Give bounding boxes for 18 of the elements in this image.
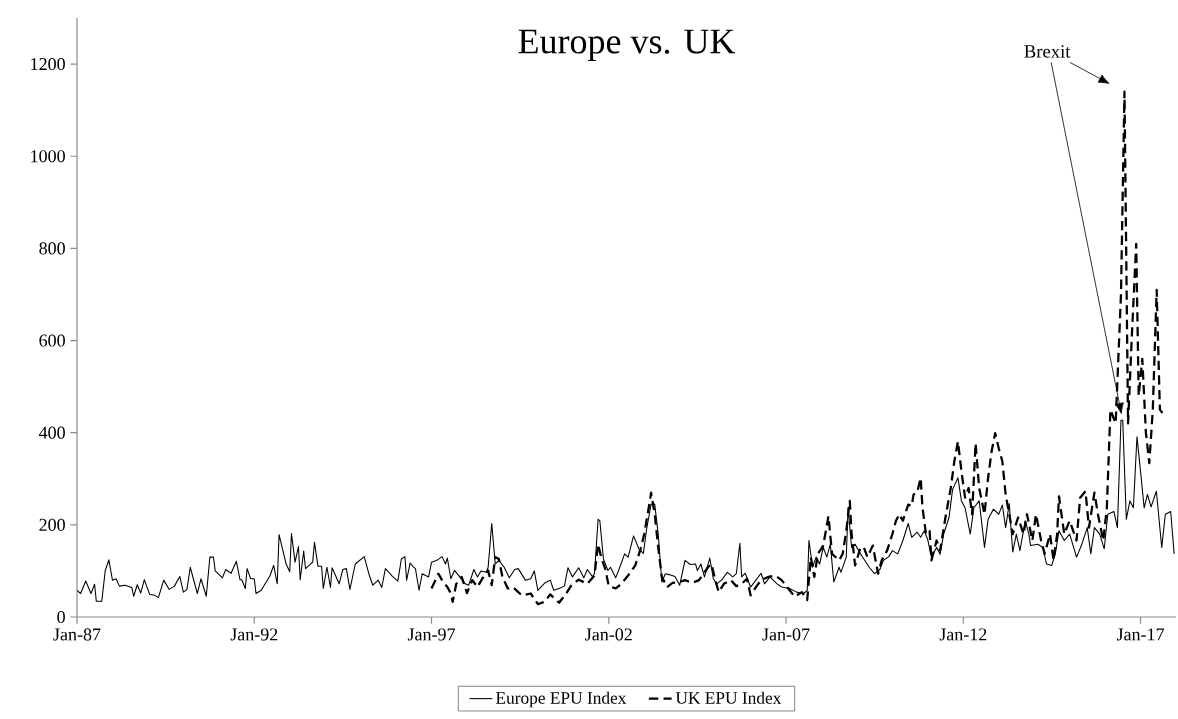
x-tick-label: Jan-12 bbox=[939, 628, 987, 641]
y-tick-label: 0 bbox=[57, 610, 65, 624]
annotation: Brexit bbox=[1024, 45, 1071, 58]
x-tick-label: Jan-02 bbox=[585, 628, 632, 641]
legend-label: UK EPU Index bbox=[675, 691, 782, 704]
x-tick-label: Jan-87 bbox=[53, 628, 101, 641]
y-tick-label: 400 bbox=[38, 426, 65, 439]
y-tick-label: 800 bbox=[39, 242, 65, 255]
y-tick-label: 1000 bbox=[31, 150, 65, 163]
x-tick-label: Jan-07 bbox=[762, 628, 810, 641]
x-tick-label: Jan-92 bbox=[230, 628, 278, 641]
y-tick-label: 1200 bbox=[31, 57, 65, 71]
y-tick-label: 600 bbox=[39, 334, 65, 347]
x-tick-label: Jan-97 bbox=[407, 628, 455, 641]
y-tick-label: 200 bbox=[39, 518, 65, 531]
chart-title: Europe vs. UK bbox=[518, 29, 736, 61]
x-tick-label: Jan-17 bbox=[1116, 628, 1165, 641]
legend-label: Europe EPU Index bbox=[495, 691, 627, 708]
